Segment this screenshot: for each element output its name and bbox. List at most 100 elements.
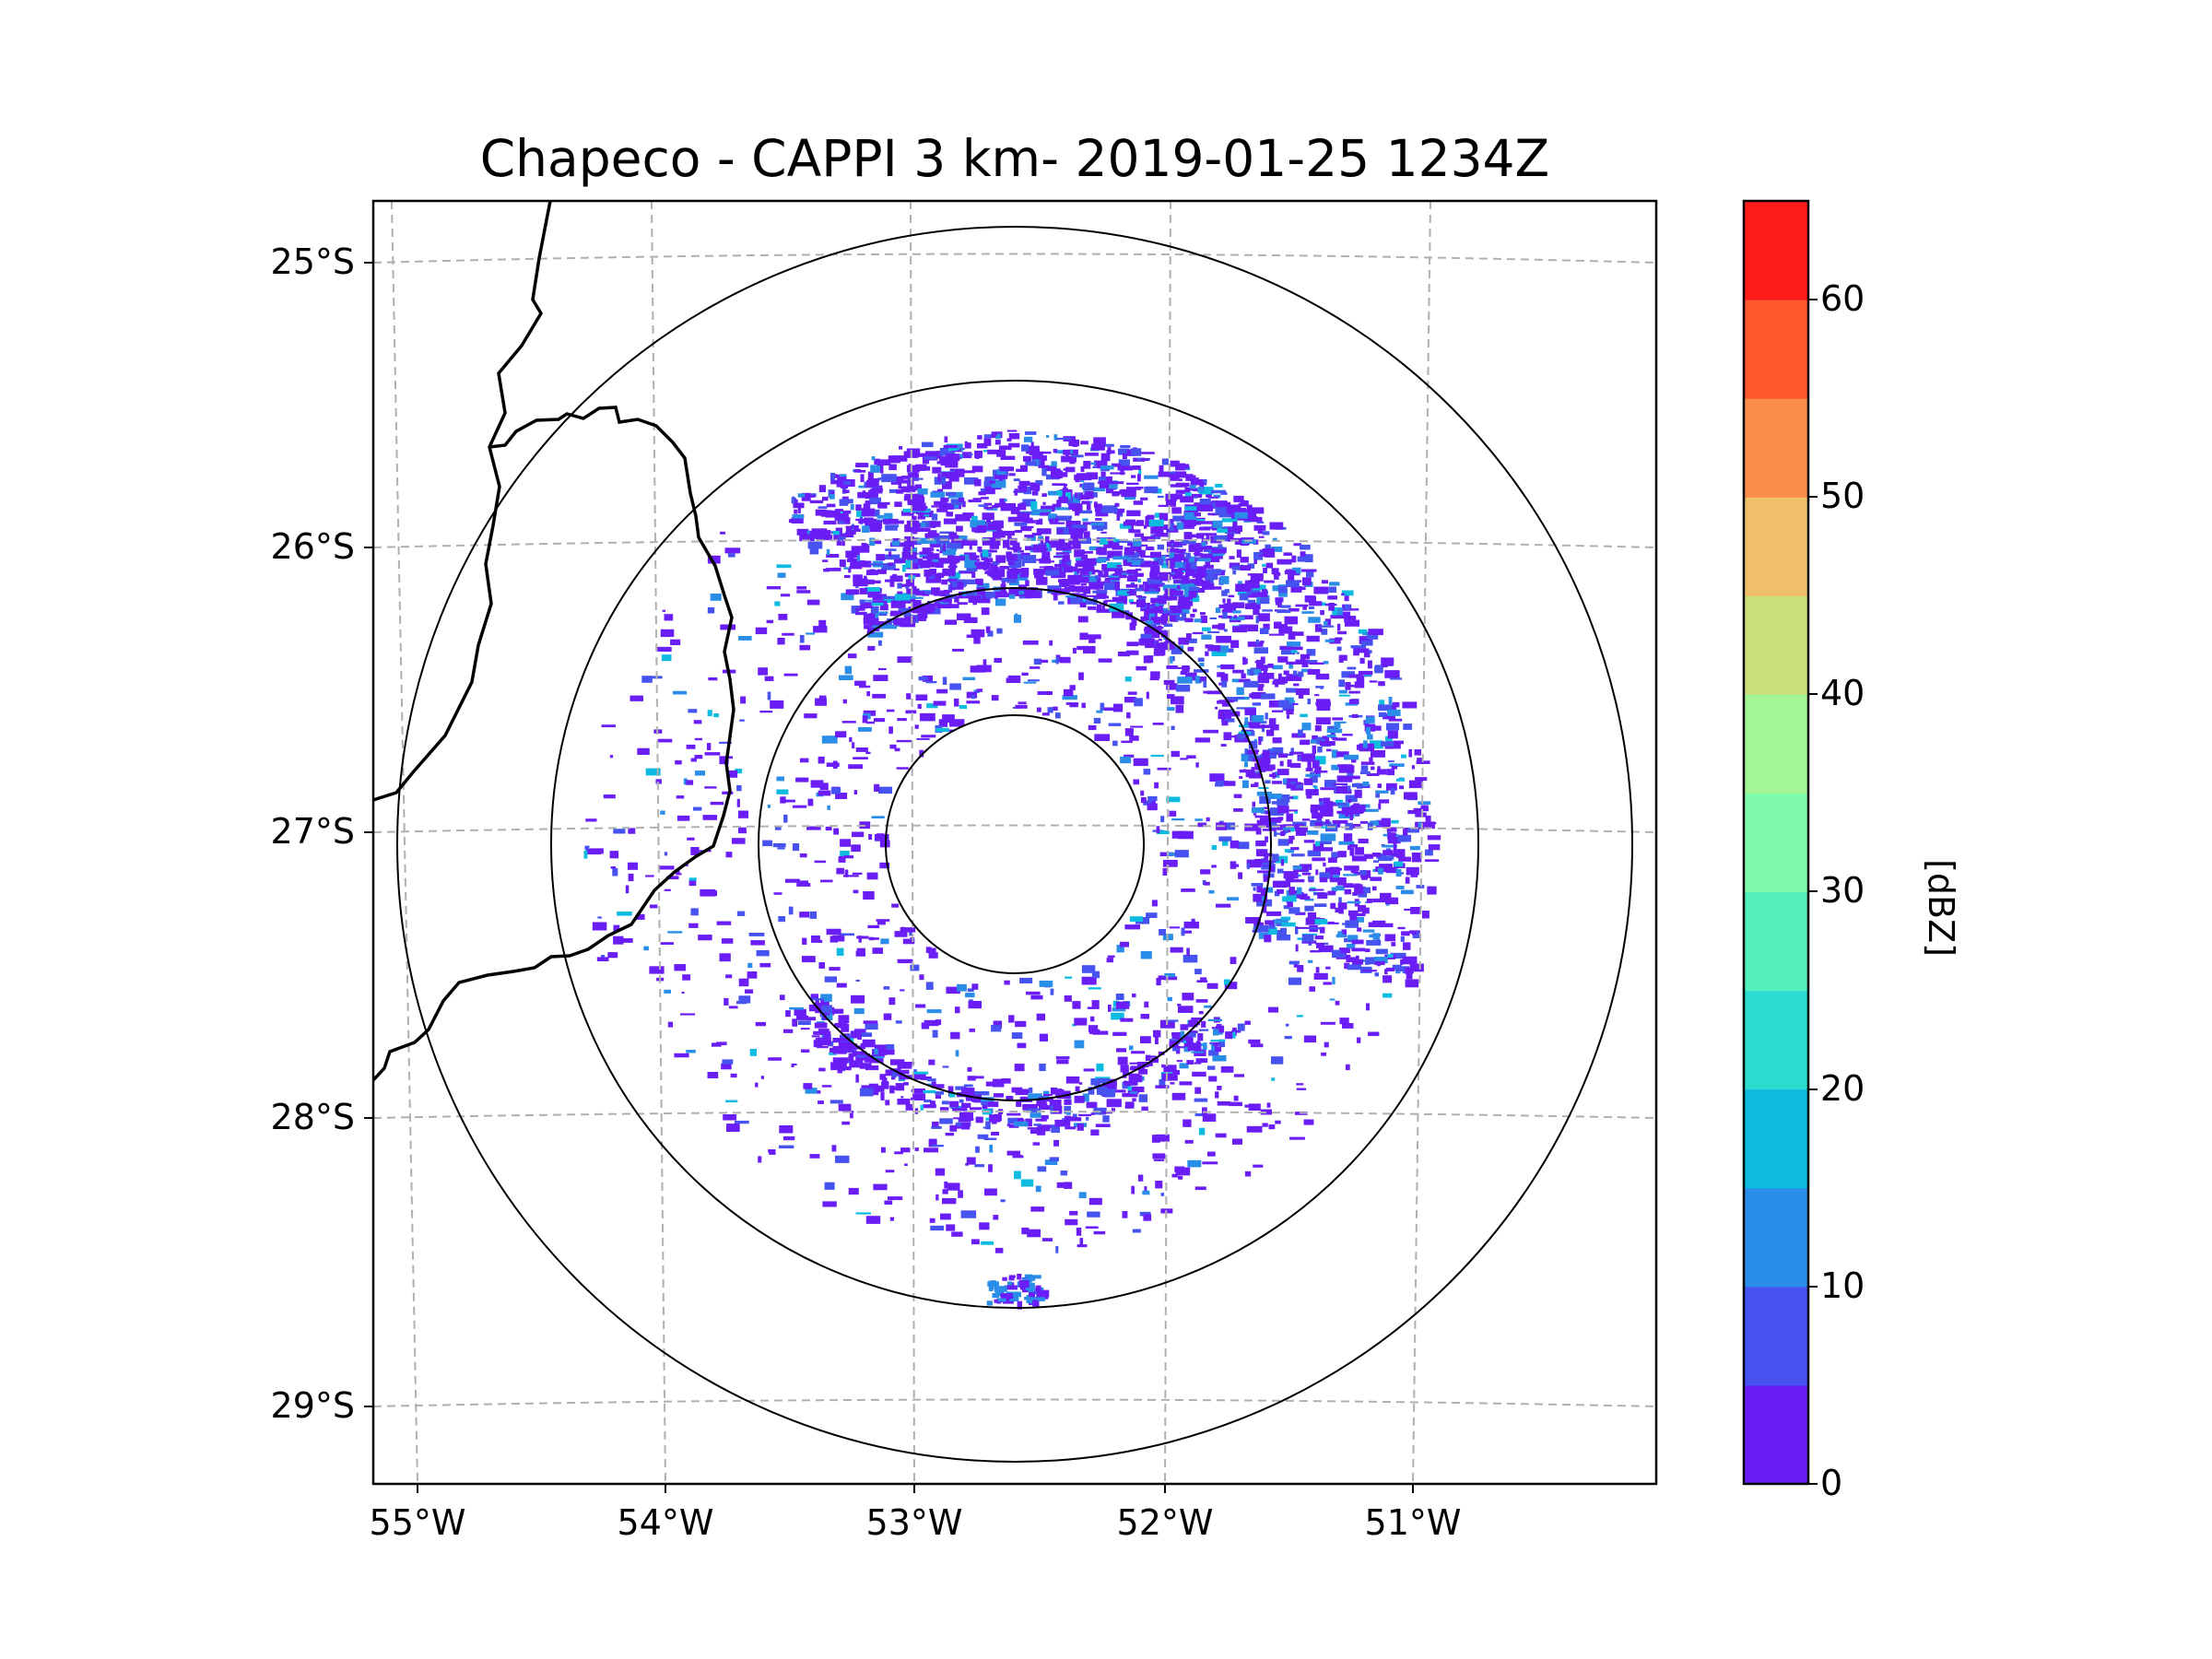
echo-pixel (904, 616, 916, 620)
echo-pixel (888, 997, 896, 1006)
echo-pixel (1163, 1065, 1177, 1072)
echo-pixel (1022, 499, 1036, 507)
echo-pixel (851, 994, 865, 1004)
echo-pixel (1129, 735, 1139, 741)
echo-pixel (1160, 607, 1170, 612)
echo-pixel (1096, 547, 1105, 555)
echo-pixel (1272, 880, 1288, 888)
echo-pixel (1184, 1037, 1194, 1045)
echo-pixel (1131, 448, 1142, 456)
echo-pixel (1032, 1142, 1041, 1146)
echo-pixel (1313, 771, 1328, 773)
echo-pixel (1290, 853, 1305, 857)
echo-pixel (1036, 1013, 1045, 1021)
echo-pixel (950, 535, 959, 540)
echo-pixel (1335, 737, 1347, 741)
echo-pixel (853, 1007, 865, 1015)
echo-pixel (677, 870, 680, 875)
echo-pixel (1041, 1114, 1049, 1120)
echo-pixel (1275, 599, 1282, 606)
echo-pixel (1263, 623, 1270, 630)
echo-pixel (1066, 1111, 1071, 1115)
echo-pixel (947, 565, 958, 568)
echo-pixel (1249, 669, 1254, 676)
echo-pixel (859, 599, 865, 605)
gridline-lon-54 (651, 201, 666, 1484)
echo-pixel (900, 927, 916, 933)
map-frame (371, 199, 1658, 1486)
echo-pixel (688, 709, 698, 713)
echo-pixel (1158, 638, 1162, 641)
echo-pixel (1014, 1171, 1021, 1180)
echo-pixel (1346, 944, 1356, 949)
echo-pixel (1188, 544, 1204, 552)
echo-pixel (1198, 1011, 1204, 1015)
echo-pixel (1209, 618, 1217, 619)
echo-pixel (1242, 780, 1249, 788)
echo-pixel (949, 1100, 959, 1108)
echo-pixel (1277, 656, 1288, 663)
echo-pixel (1162, 584, 1177, 591)
echo-pixel (817, 1090, 821, 1094)
echo-pixel (1008, 1275, 1016, 1278)
echo-pixel (1039, 1033, 1048, 1041)
echo-pixel (1411, 765, 1415, 770)
echo-pixel (891, 903, 900, 908)
echo-pixel (1327, 725, 1339, 730)
echo-pixel (914, 1147, 919, 1151)
echo-pixel (1365, 716, 1375, 724)
echo-pixel (957, 613, 971, 620)
echo-pixel (1407, 810, 1423, 815)
colorbar-bin-5 (1744, 1286, 1808, 1386)
echo-pixel (1363, 740, 1368, 748)
echo-pixel (936, 688, 948, 694)
echo-pixel (1289, 751, 1304, 755)
echo-pixel (836, 867, 844, 875)
echo-pixel (1069, 585, 1084, 593)
echo-pixel (1262, 1123, 1268, 1127)
colorbar-bin-30 (1744, 793, 1808, 893)
echo-pixel (1048, 513, 1057, 522)
echo-pixel (1416, 760, 1430, 764)
echo-pixel (1201, 542, 1206, 547)
echo-pixel (1266, 729, 1275, 736)
echo-pixel (834, 509, 843, 512)
echo-pixel (971, 555, 980, 559)
echo-pixel (964, 539, 978, 546)
echo-pixel (1205, 651, 1209, 656)
echo-pixel (1374, 972, 1379, 977)
echo-pixel (1178, 594, 1193, 600)
echo-pixel (1030, 501, 1038, 510)
echo-pixel (1055, 712, 1061, 719)
echo-pixel (1386, 769, 1394, 776)
echo-pixel (1288, 835, 1295, 841)
echo-pixel (905, 1103, 913, 1111)
echo-pixel (894, 594, 911, 601)
echo-pixel (855, 611, 867, 616)
gridline-lat-26 (373, 538, 1656, 548)
echo-pixel (923, 556, 935, 559)
echo-pixel (1073, 494, 1077, 502)
echo-pixel (1055, 542, 1072, 551)
echo-pixel (610, 866, 617, 869)
echo-pixel (937, 474, 941, 482)
echo-pixel (1115, 1001, 1130, 1009)
echo-pixel (762, 840, 772, 847)
echo-pixel (1052, 483, 1065, 486)
echo-pixel (1325, 966, 1331, 970)
echo-pixel (841, 1024, 850, 1032)
echo-pixel (1000, 1293, 1013, 1300)
echo-pixel (1077, 1244, 1088, 1248)
colorbar-tick-label-20: 20 (1820, 1068, 1865, 1109)
echo-pixel (826, 568, 841, 571)
echo-pixel (1227, 598, 1231, 607)
echo-pixel (1051, 461, 1057, 469)
echo-pixel (1349, 684, 1359, 688)
echo-pixel (1379, 821, 1383, 826)
echo-pixel (793, 502, 805, 509)
echo-pixel (929, 575, 935, 579)
echo-pixel (1093, 501, 1098, 508)
echo-pixel (1378, 803, 1382, 810)
echo-pixel (1008, 442, 1020, 448)
echo-pixel (794, 499, 798, 508)
